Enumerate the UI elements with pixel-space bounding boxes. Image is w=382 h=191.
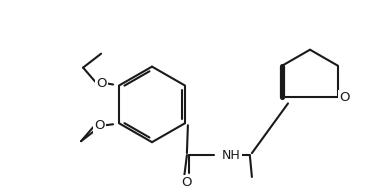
Text: O: O <box>340 91 350 104</box>
Text: O: O <box>182 176 192 189</box>
Text: O: O <box>96 77 106 90</box>
Text: NH: NH <box>222 149 241 162</box>
Text: O: O <box>94 119 104 132</box>
